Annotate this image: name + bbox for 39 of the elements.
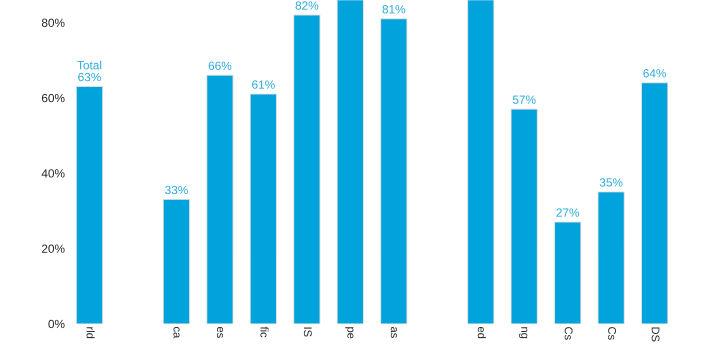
y-tick-label: 80%: [42, 18, 65, 27]
bar: [467, 0, 494, 324]
data-label: Total 63%: [77, 60, 102, 82]
data-label: 81%: [382, 5, 406, 14]
x-tick-label: DS: [652, 327, 660, 342]
bar: [293, 14, 320, 324]
bar: [336, 0, 364, 324]
x-tick-label: ng: [519, 327, 528, 338]
data-label: 33%: [165, 186, 188, 194]
y-tick-label: 40%: [42, 169, 65, 178]
x-tick-label: ca: [173, 327, 180, 338]
data-label: 57%: [512, 96, 536, 104]
bar: [380, 18, 408, 324]
y-tick-label: 0%: [48, 320, 65, 328]
x-tick-label: Cs: [564, 327, 573, 340]
x-tick-label: rld: [86, 327, 95, 338]
bar: [510, 108, 538, 324]
data-label: 66%: [208, 62, 232, 70]
data-label: 61%: [252, 80, 275, 89]
data-label: 27%: [556, 208, 580, 217]
data-label: 64%: [643, 69, 666, 78]
data-label: 35%: [600, 178, 623, 187]
y-tick-label: 60%: [42, 94, 65, 102]
x-tick-label: pe: [345, 327, 354, 338]
y-tick-label: 20%: [42, 244, 65, 253]
x-tick-label: fic: [260, 326, 269, 338]
bar: [641, 82, 668, 324]
x-tick-label: es: [216, 327, 224, 338]
bar: [554, 222, 582, 324]
bar: [162, 199, 190, 324]
bar: [76, 86, 103, 324]
data-label: 82%: [296, 1, 318, 10]
bar: [206, 74, 234, 324]
bar: [598, 192, 625, 324]
x-tick-label: as: [390, 327, 397, 338]
x-tick-label: ed: [478, 327, 486, 338]
x-tick-label: Cs: [608, 327, 616, 340]
bar: [250, 94, 277, 324]
x-tick-label: IS: [304, 328, 312, 337]
